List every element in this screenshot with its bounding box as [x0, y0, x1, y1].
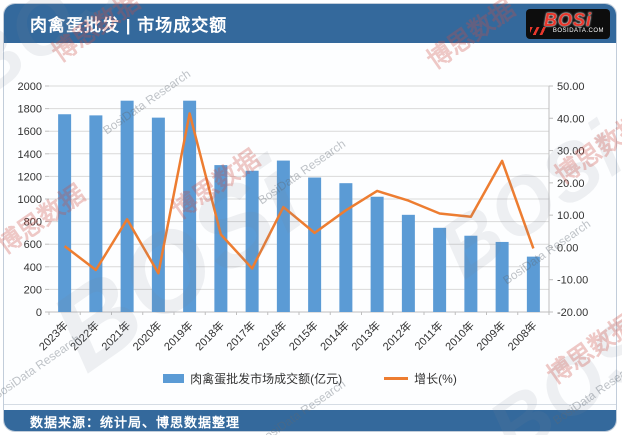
svg-text:-20.00: -20.00 [557, 307, 588, 319]
legend-line-label: 增长(%) [414, 372, 457, 386]
report-card: 肉禽蛋批发 | 市场成交额 BOSi BOSIDATA.COM 0 200 400 6… [3, 3, 617, 432]
svg-text:2018年: 2018年 [192, 318, 227, 353]
svg-text:1000: 1000 [18, 194, 42, 206]
logo-stripes-icon [530, 26, 546, 35]
logo-domain-text: BOSIDATA.COM [552, 28, 604, 34]
svg-text:2022年: 2022年 [67, 318, 102, 353]
bar-swatch-icon [163, 374, 185, 383]
svg-text:2017年: 2017年 [223, 318, 258, 353]
chart-svg: 0 200 400 600 800 1000 1200 1400 1600 1800 2000 -20… [18, 81, 589, 353]
svg-text:50.00: 50.00 [557, 81, 585, 93]
chart-area: 0 200 400 600 800 1000 1200 1400 1600 1800 2000 -20… [4, 43, 616, 410]
svg-text:2019年: 2019年 [161, 318, 196, 353]
page-title: 肉禽蛋批发 | 市场成交额 [30, 16, 228, 35]
svg-text:30.00: 30.00 [557, 146, 585, 158]
svg-text:800: 800 [24, 217, 42, 229]
svg-text:-10.00: -10.00 [557, 275, 588, 287]
legend-item-line: 增长(%) [384, 370, 457, 387]
chart-bottom-border [4, 404, 616, 405]
legend-item-bars: 肉禽蛋批发市场成交额(亿元) [163, 370, 342, 387]
svg-text:2008年: 2008年 [505, 318, 540, 353]
svg-text:2011年: 2011年 [411, 318, 445, 352]
header: 肉禽蛋批发 | 市场成交额 BOSi BOSIDATA.COM [4, 4, 616, 43]
svg-text:0: 0 [36, 307, 42, 319]
svg-text:2009年: 2009年 [473, 318, 508, 353]
footer: 数据来源：统计局、博思数据整理 [4, 410, 616, 431]
svg-text:2020年: 2020年 [130, 318, 165, 353]
svg-text:2012年: 2012年 [380, 318, 415, 353]
svg-text:0.00: 0.00 [557, 242, 578, 254]
svg-text:2013年: 2013年 [348, 318, 383, 353]
svg-text:1600: 1600 [18, 126, 42, 138]
svg-text:1400: 1400 [18, 149, 42, 161]
svg-text:200: 200 [24, 284, 42, 296]
svg-text:600: 600 [24, 239, 42, 251]
svg-text:2000: 2000 [18, 81, 42, 93]
svg-text:1200: 1200 [18, 171, 42, 183]
svg-text:2014年: 2014年 [317, 318, 352, 353]
svg-text:20.00: 20.00 [557, 178, 585, 190]
legend-bar-label: 肉禽蛋批发市场成交额(亿元) [190, 372, 343, 386]
svg-text:1800: 1800 [18, 104, 42, 116]
legend: 肉禽蛋批发市场成交额(亿元) 增长(%) [4, 370, 616, 387]
svg-text:2016年: 2016年 [255, 318, 290, 353]
svg-text:2015年: 2015年 [286, 318, 321, 353]
svg-text:40.00: 40.00 [557, 113, 585, 125]
svg-text:10.00: 10.00 [557, 210, 585, 222]
data-source-text: 数据来源：统计局、博思数据整理 [30, 415, 241, 430]
svg-text:2021年: 2021年 [98, 318, 133, 353]
svg-text:2023年: 2023年 [36, 318, 71, 353]
svg-text:2010年: 2010年 [442, 318, 477, 353]
logo-brand-text: BOSi [543, 10, 592, 30]
line-swatch-icon [384, 377, 409, 380]
bosi-logo: BOSi BOSIDATA.COM [526, 8, 610, 39]
svg-text:400: 400 [24, 262, 42, 274]
